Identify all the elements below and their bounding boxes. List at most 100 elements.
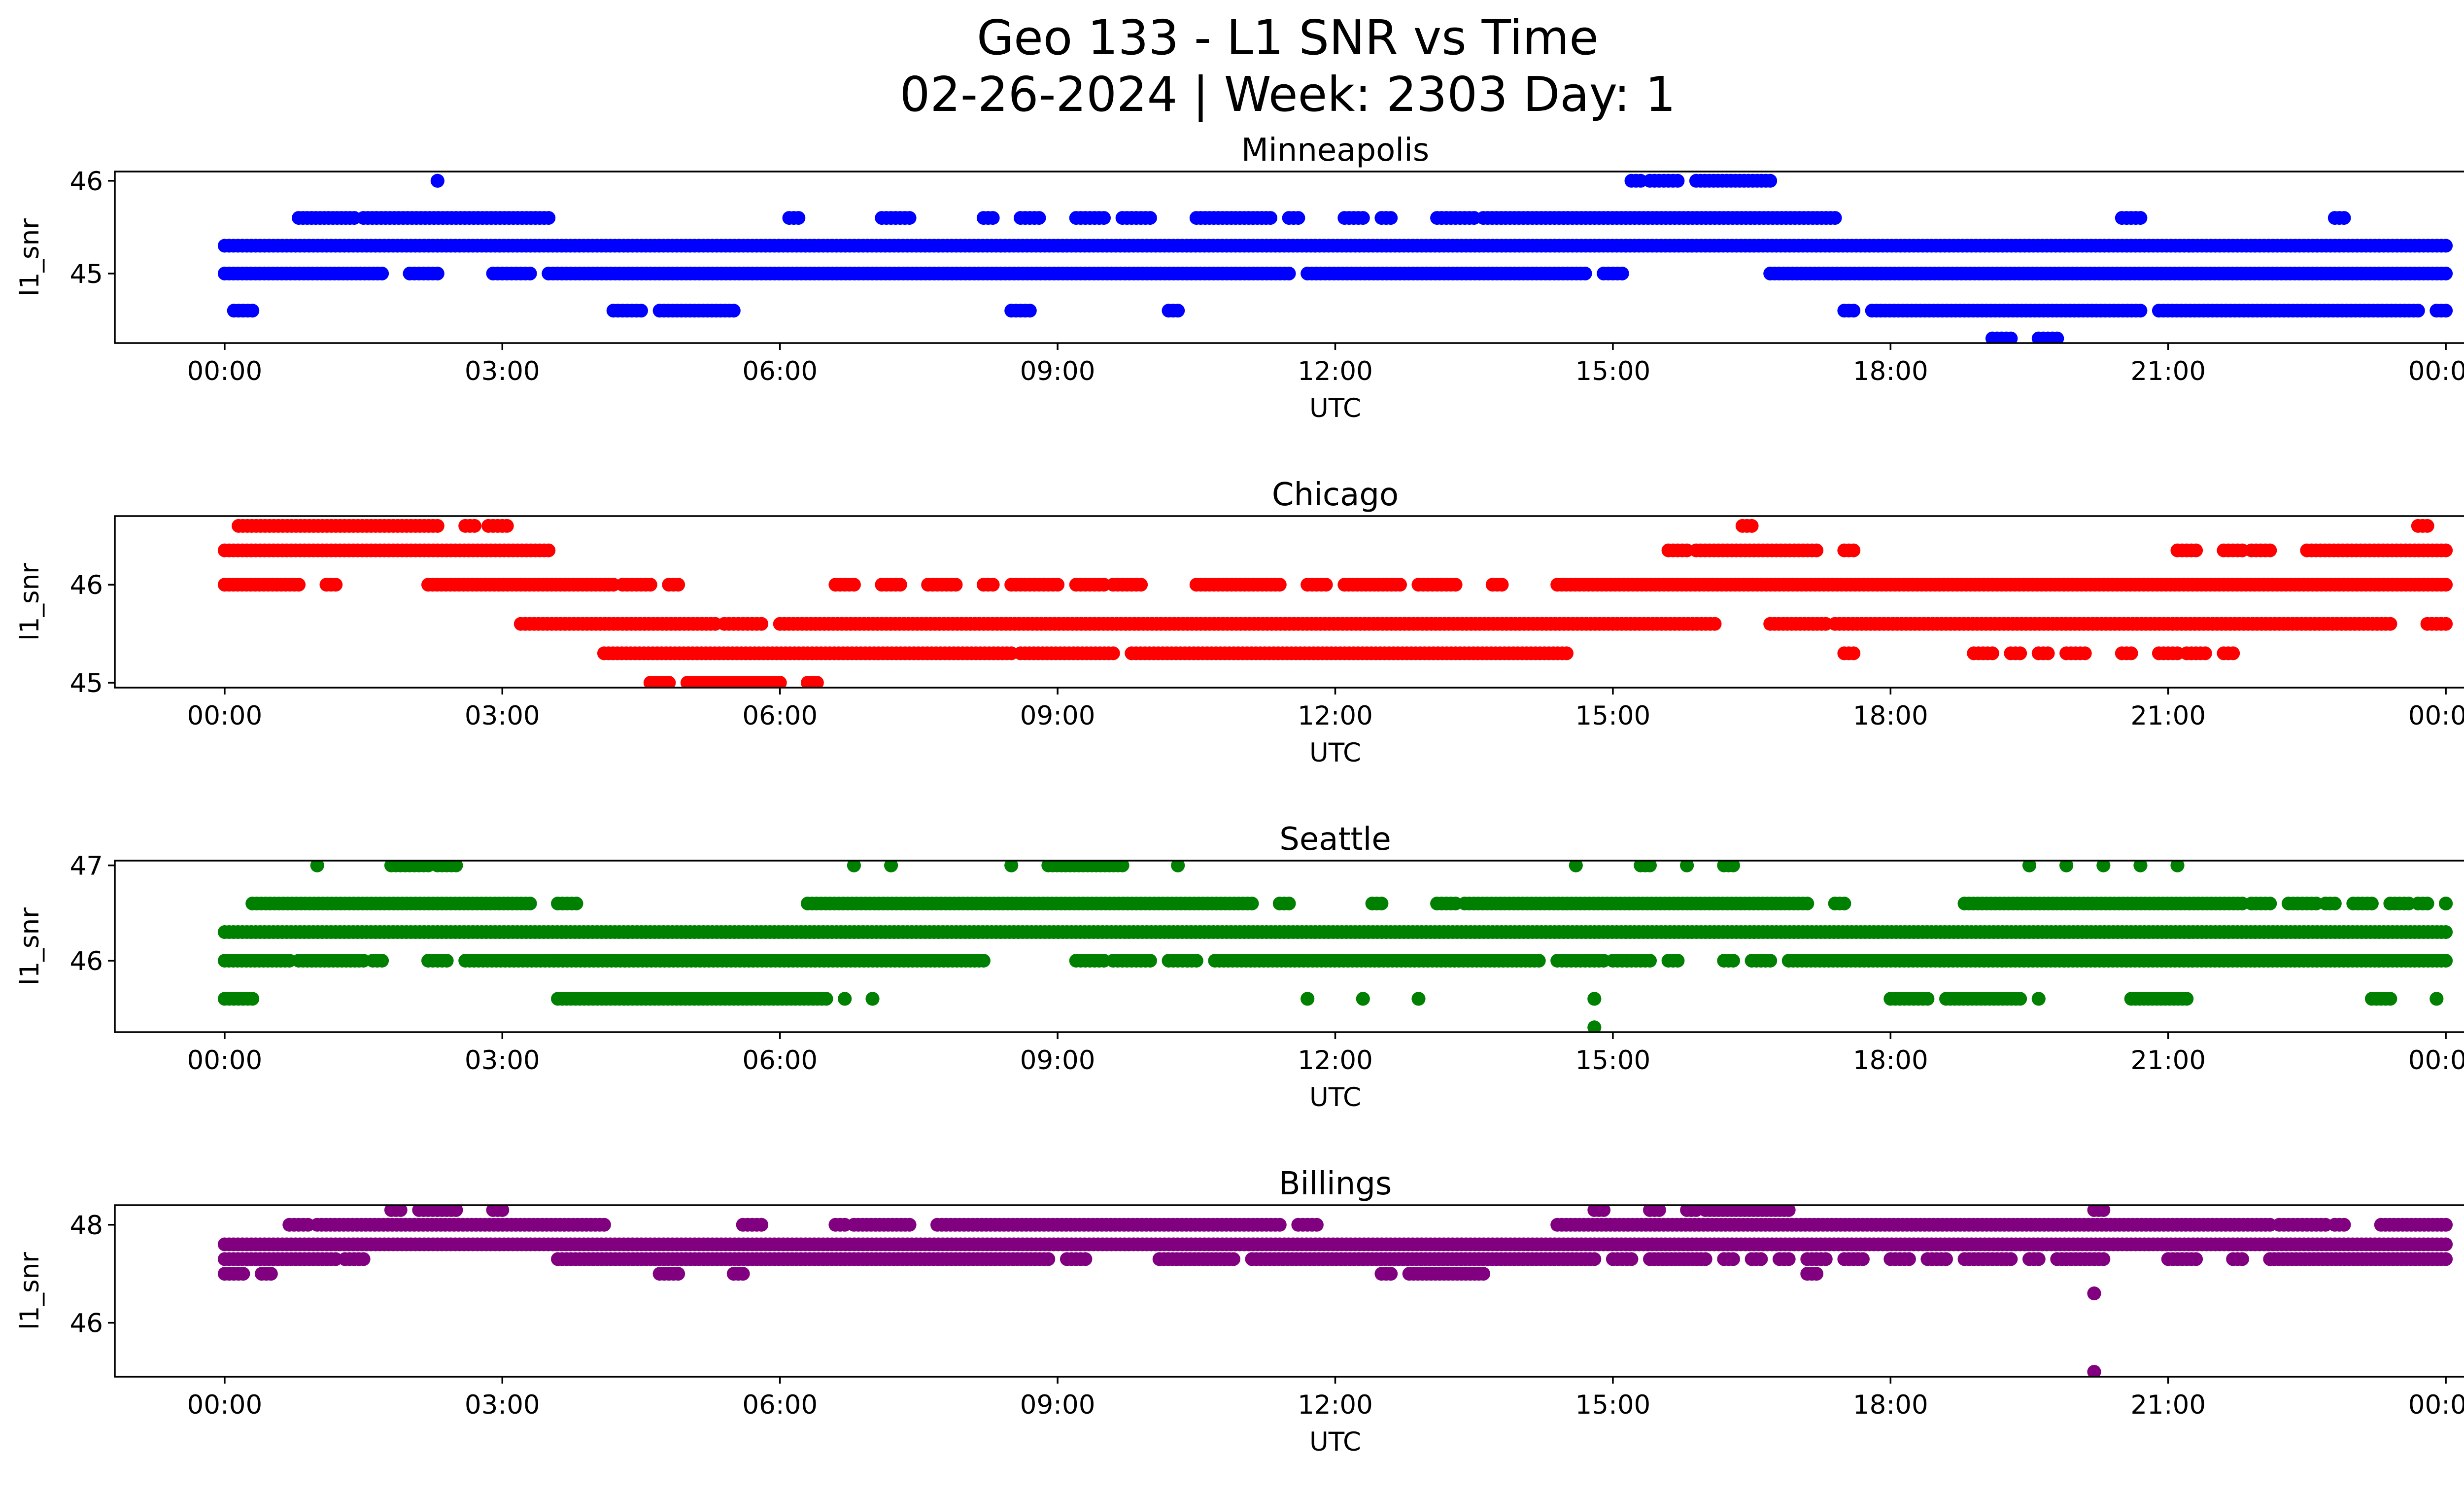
data-point <box>1051 578 1065 592</box>
data-point <box>2430 992 2444 1006</box>
data-point <box>2096 861 2111 872</box>
subplot-title: Minneapolis <box>1241 132 1429 169</box>
data-point <box>1587 1252 1602 1266</box>
data-point <box>1643 861 1657 872</box>
data-point <box>245 304 260 318</box>
x-tick-label: 18:00 <box>1853 701 1928 731</box>
data-point <box>1560 646 1574 661</box>
data-point <box>1356 211 1370 225</box>
y-tick-label: 45 <box>70 668 103 698</box>
data-point <box>1356 992 1370 1006</box>
data-point <box>1726 954 1740 968</box>
data-point <box>949 578 963 592</box>
data-point <box>884 861 898 872</box>
x-tick-label: 09:00 <box>1020 356 1095 386</box>
data-point <box>1763 954 1778 968</box>
x-tick-label: 03:00 <box>465 356 540 386</box>
data-point <box>1282 266 1296 280</box>
data-point <box>2022 861 2036 872</box>
data-point <box>1319 578 1333 592</box>
data-point <box>893 578 907 592</box>
data-point <box>2133 304 2148 318</box>
data-point <box>2383 992 2397 1006</box>
data-point <box>2170 861 2185 872</box>
y-tick-label: 46 <box>70 570 103 600</box>
data-point <box>1985 646 1999 661</box>
x-axis-label: UTC <box>1309 393 1361 423</box>
y-tick-label: 45 <box>70 259 103 289</box>
axes-frame <box>114 171 2464 344</box>
x-tick-label: 21:00 <box>2130 356 2206 386</box>
data-point <box>467 519 481 533</box>
data-point <box>1115 861 1129 872</box>
data-point <box>643 578 657 592</box>
axes-frame <box>114 860 2464 1033</box>
data-point <box>2439 925 2453 939</box>
data-point <box>2420 897 2434 910</box>
data-point <box>2439 304 2453 318</box>
data-point <box>810 676 824 688</box>
data-point <box>1411 992 1426 1006</box>
data-point <box>1578 266 1592 280</box>
data-point <box>1023 304 1037 318</box>
x-tick-label: 03:00 <box>465 701 540 731</box>
x-tick-label: 18:00 <box>1853 1045 1928 1076</box>
data-point <box>2439 543 2453 557</box>
data-point <box>1643 954 1657 968</box>
data-point <box>1393 578 1407 592</box>
data-point <box>1920 992 1935 1006</box>
data-point <box>1374 897 1389 910</box>
data-point <box>1847 304 1861 318</box>
data-point <box>986 578 1000 592</box>
data-point <box>1264 211 1277 225</box>
figure-title-line2: 02-26-2024 | Week: 2303 Day: 1 <box>900 67 1676 123</box>
data-point <box>1698 1252 1712 1266</box>
data-point <box>449 861 463 872</box>
x-tick-label: 00:00 <box>2408 701 2464 731</box>
x-tick-label: 15:00 <box>1575 356 1651 386</box>
data-point <box>865 992 880 1006</box>
x-axis-label: UTC <box>1309 1082 1361 1113</box>
y-tick-label: 46 <box>70 167 103 197</box>
data-point <box>1041 1252 1056 1266</box>
data-points <box>217 519 2453 688</box>
data-point <box>1143 954 1157 968</box>
data-point <box>523 897 537 910</box>
data-point <box>2013 646 2027 661</box>
data-point <box>1171 861 1185 872</box>
data-point <box>2124 646 2138 661</box>
x-tick-label: 00:00 <box>2408 356 2464 386</box>
data-points <box>217 1205 2453 1377</box>
data-point <box>542 211 556 225</box>
axes-frame <box>114 515 2464 689</box>
data-point <box>1134 578 1148 592</box>
data-point <box>1291 211 1305 225</box>
data-point <box>1726 861 1740 872</box>
data-point <box>1847 646 1861 661</box>
data-point <box>1384 211 1398 225</box>
x-tick-label: 06:00 <box>742 701 818 731</box>
data-point <box>375 266 389 280</box>
data-point <box>292 578 306 592</box>
x-tick-label: 09:00 <box>1020 701 1095 731</box>
data-point <box>1189 954 1203 968</box>
data-point <box>1004 861 1019 872</box>
data-points <box>217 861 2453 1032</box>
data-point <box>430 519 445 533</box>
data-point <box>2411 304 2425 318</box>
data-point <box>1569 861 1583 872</box>
data-point <box>2004 331 2018 343</box>
data-point <box>2133 861 2148 872</box>
data-point <box>2383 617 2397 631</box>
data-point <box>1097 211 1111 225</box>
data-point <box>1810 543 1824 557</box>
data-point <box>2337 211 2351 225</box>
data-point <box>754 617 769 631</box>
data-point <box>2050 331 2064 343</box>
data-point <box>2059 861 2074 872</box>
data-point <box>1800 897 1814 910</box>
x-tick-label: 03:00 <box>465 1045 540 1076</box>
data-point <box>1448 578 1463 592</box>
y-axis-label: l1_snr <box>15 907 45 985</box>
